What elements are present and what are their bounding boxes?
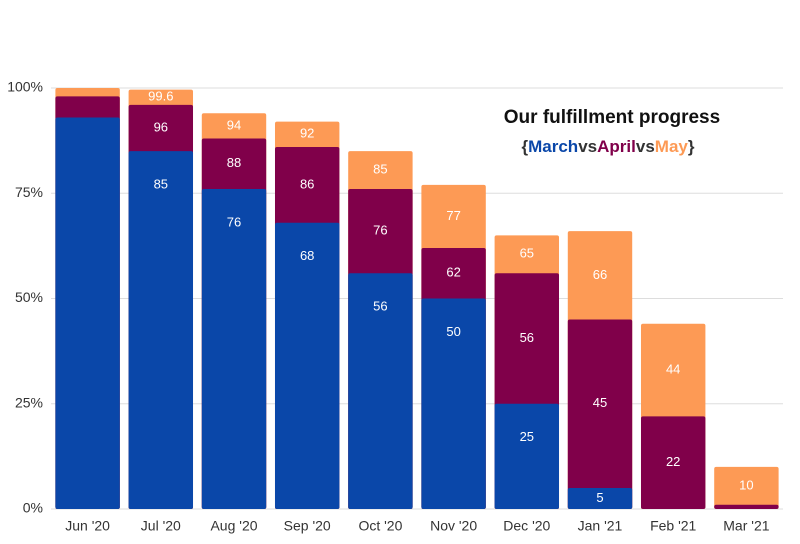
bar (201, 189, 267, 510)
legend-separator: vs (636, 137, 655, 156)
data-label: 65 (520, 246, 534, 261)
x-tick-label: Mar '21 (723, 518, 769, 534)
bar (348, 273, 413, 509)
bar (714, 504, 779, 509)
data-label: 96 (154, 119, 168, 134)
legend: {MarchvsAprilvsMay} (522, 137, 695, 156)
x-tick-label: Dec '20 (503, 518, 550, 534)
data-label: 76 (227, 214, 241, 229)
data-label: 76 (373, 223, 387, 238)
legend-brace: } (688, 137, 695, 156)
x-tick-label: Oct '20 (358, 518, 402, 534)
data-label: 56 (373, 299, 387, 314)
x-tick-label: Jan '21 (578, 518, 623, 534)
x-tick-label: Sep '20 (284, 518, 331, 534)
data-label: 62 (446, 265, 460, 280)
legend-entry: April (597, 137, 636, 156)
bar (567, 319, 633, 509)
bar (421, 298, 486, 509)
x-tick-label: Jul '20 (141, 518, 181, 534)
y-tick-label: 75% (15, 184, 43, 200)
bar (128, 151, 194, 509)
data-label: 77 (446, 208, 460, 223)
legend-brace: { (522, 137, 529, 156)
x-tick-label: Jun '20 (65, 518, 110, 534)
x-tick-label: Feb '21 (650, 518, 696, 534)
y-tick-label: 25% (15, 394, 43, 410)
data-label: 5 (596, 490, 603, 505)
data-label: 94 (227, 117, 241, 132)
legend-entry: March (528, 137, 578, 156)
data-label: 10 (739, 477, 753, 492)
chart-title: Our fulfillment progress (504, 107, 720, 128)
data-label: 25 (520, 429, 534, 444)
y-tick-label: 0% (23, 500, 43, 516)
data-label: 85 (154, 177, 168, 192)
data-label: 50 (446, 324, 460, 339)
bar (494, 403, 560, 509)
data-label: 86 (300, 176, 314, 191)
data-label: 85 (373, 162, 387, 177)
data-label: 56 (520, 330, 534, 345)
data-label: 44 (666, 362, 680, 377)
data-label: 22 (666, 454, 680, 469)
bar (274, 222, 340, 509)
bar (55, 117, 120, 509)
x-tick-label: Nov '20 (430, 518, 477, 534)
data-label: 88 (227, 155, 241, 170)
legend-entry: May (655, 137, 689, 156)
x-tick-label: Aug '20 (210, 518, 257, 534)
data-label: 66 (593, 267, 607, 282)
data-label: 99.6 (148, 89, 173, 104)
data-label: 92 (300, 126, 314, 141)
legend-separator: vs (578, 137, 597, 156)
data-label: 45 (593, 395, 607, 410)
bar (640, 416, 706, 509)
bar (567, 487, 633, 509)
y-tick-label: 50% (15, 289, 43, 305)
data-label: 68 (300, 248, 314, 263)
bar (714, 466, 779, 509)
y-tick-label: 100% (7, 79, 43, 95)
